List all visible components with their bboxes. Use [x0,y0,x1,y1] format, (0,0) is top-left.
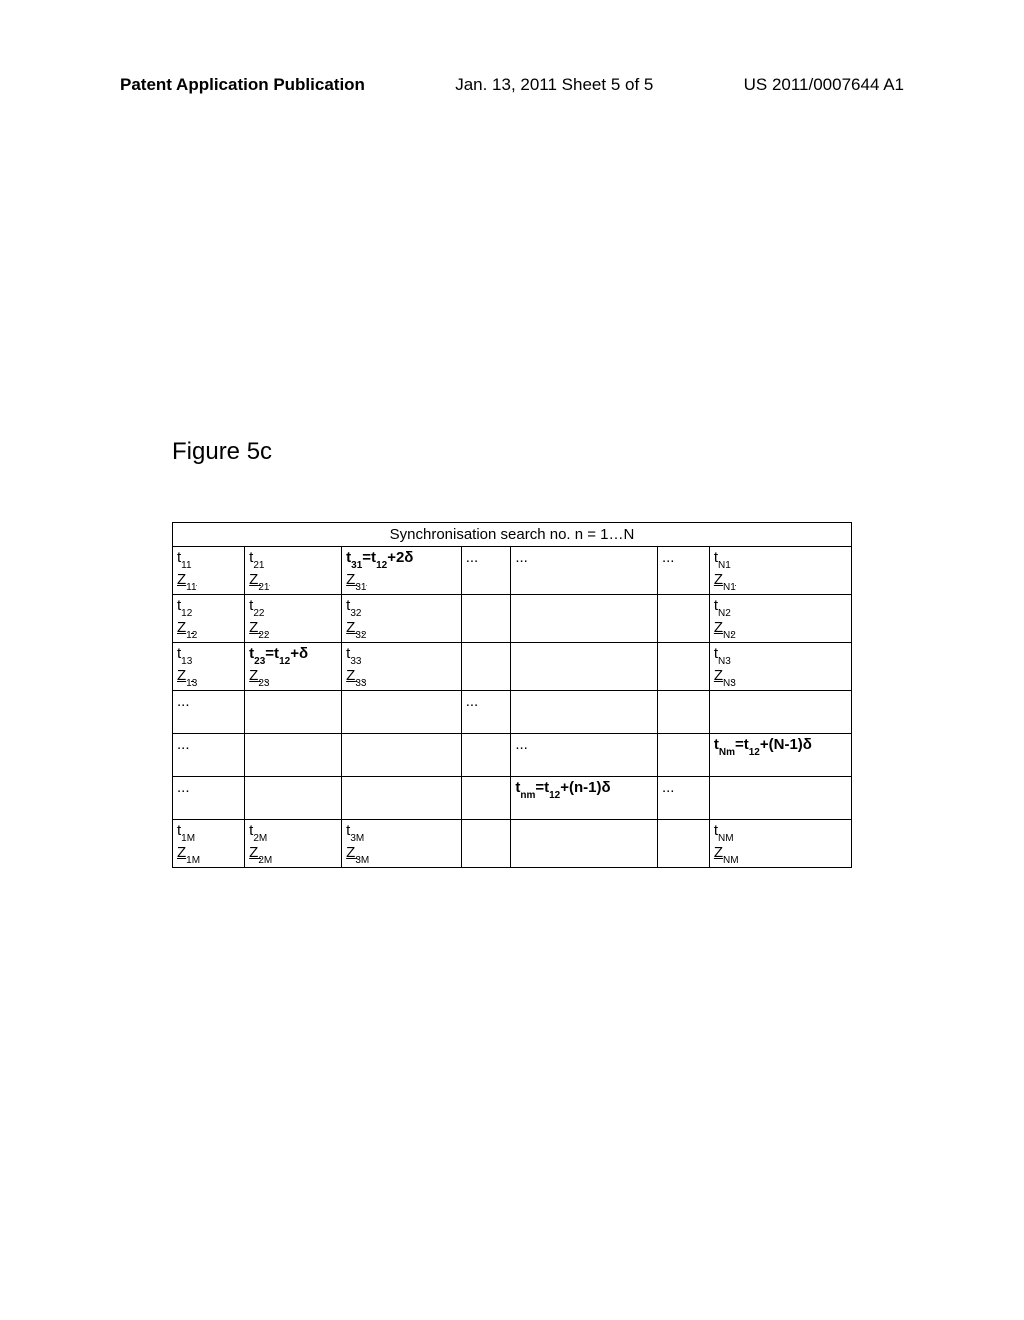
table-cell [342,777,462,820]
table-cell: ... [461,547,511,595]
table-cell: t22Z22 [245,595,342,643]
table-cell [461,734,511,777]
table-cell [245,734,342,777]
table-cell [709,777,851,820]
table-row: t13Z13t23=t12+δZ23t33Z33 tN3ZN3 [173,643,852,691]
table-cell: t2MZ2M [245,820,342,868]
table-cell: t3MZ3M [342,820,462,868]
table-cell [511,643,658,691]
table-cell: ... [657,777,709,820]
table-cell: t1MZ1M [173,820,245,868]
table-cell [461,643,511,691]
figure-title: Figure 5c [172,438,272,466]
table-cell: t32Z32 [342,595,462,643]
table-cell: ... [511,734,658,777]
table-cell [657,691,709,734]
table-cell: ... [657,547,709,595]
table-cell [657,643,709,691]
table-cell [657,820,709,868]
table-cell [657,595,709,643]
table-row: ...... [173,691,852,734]
table-cell: t31=t12+2δZ31 [342,547,462,595]
header-left: Patent Application Publication [120,75,365,95]
table-cell: tN3ZN3 [709,643,851,691]
table-cell [511,595,658,643]
table-cell: ... [173,691,245,734]
table-cell: t21Z21 [245,547,342,595]
table-row: ...... tNm=t12+(N-1)δ [173,734,852,777]
table-cell: t13Z13 [173,643,245,691]
table-cell: t33Z33 [342,643,462,691]
table-cell [342,691,462,734]
table-cell: ... [461,691,511,734]
table-cell: tNMZNM [709,820,851,868]
header-center: Jan. 13, 2011 Sheet 5 of 5 [455,75,653,95]
table-cell: tnm=t12+(n-1)δ [511,777,658,820]
table-cell: ... [173,734,245,777]
table-body: t11Z11t21Z21t31=t12+2δZ31.........tN1ZN1… [173,547,852,868]
table-cell [245,777,342,820]
table-row: t12Z12t22Z22t32Z32 tN2ZN2 [173,595,852,643]
table-cell [461,820,511,868]
table-cell: tN1ZN1 [709,547,851,595]
table-cell [657,734,709,777]
table-row: t11Z11t21Z21t31=t12+2δZ31.........tN1ZN1 [173,547,852,595]
table-cell: ... [173,777,245,820]
table-row: ...tnm=t12+(n-1)δ... [173,777,852,820]
table-row: t1MZ1Mt2MZ2Mt3MZ3M tNMZNM [173,820,852,868]
table-cell [461,777,511,820]
sync-search-table: Synchronisation search no. n = 1…N t11Z1… [172,522,852,868]
table-cell: t23=t12+δZ23 [245,643,342,691]
table-cell: tNm=t12+(N-1)δ [709,734,851,777]
table-cell [342,734,462,777]
table-cell: tN2ZN2 [709,595,851,643]
header-right: US 2011/0007644 A1 [744,75,904,95]
table-cell [511,691,658,734]
table-caption: Synchronisation search no. n = 1…N [173,523,852,547]
table-cell [709,691,851,734]
page-header: Patent Application Publication Jan. 13, … [0,75,1024,95]
table-cell [461,595,511,643]
table-cell: t12Z12 [173,595,245,643]
table-cell: t11Z11 [173,547,245,595]
table-cell [511,820,658,868]
table-cell [245,691,342,734]
table-cell: ... [511,547,658,595]
table-header-row: Synchronisation search no. n = 1…N [173,523,852,547]
